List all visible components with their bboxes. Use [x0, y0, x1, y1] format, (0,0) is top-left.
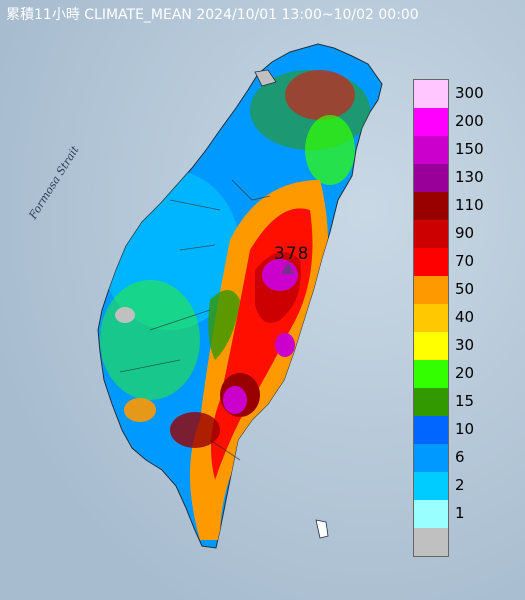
legend-swatch	[414, 136, 448, 164]
legend-swatch	[414, 220, 448, 248]
max-rainfall-label: 378	[274, 244, 310, 264]
legend-swatch	[414, 164, 448, 192]
legend-swatch	[414, 192, 448, 220]
legend-label: 1	[455, 504, 465, 522]
legend-swatch	[414, 416, 448, 444]
legend-label: 30	[455, 336, 475, 354]
legend-swatch	[414, 80, 448, 108]
legend-label: 150	[455, 140, 484, 158]
legend-label: 90	[455, 224, 475, 242]
legend-label: 110	[455, 196, 484, 214]
legend-swatch	[414, 388, 448, 416]
legend-labels: 300 200 150 130 110 90 70 50 40 30 20 15 10 6 2 1	[455, 0, 515, 600]
legend-swatch	[414, 360, 448, 388]
legend-label: 130	[455, 168, 484, 186]
legend-label: 10	[455, 420, 475, 438]
legend	[413, 79, 449, 557]
legend-label: 70	[455, 252, 475, 270]
legend-label: 300	[455, 84, 484, 102]
legend-label: 20	[455, 364, 475, 382]
legend-label: 6	[455, 448, 465, 466]
legend-swatch	[414, 304, 448, 332]
legend-swatch	[414, 444, 448, 472]
legend-swatch	[414, 500, 448, 528]
legend-swatch	[414, 276, 448, 304]
legend-swatch	[414, 472, 448, 500]
legend-swatch	[414, 528, 448, 556]
legend-swatch	[414, 248, 448, 276]
legend-label: 200	[455, 112, 484, 130]
legend-swatch	[414, 108, 448, 136]
max-rainfall-marker-icon	[281, 262, 295, 274]
legend-label: 15	[455, 392, 475, 410]
legend-label: 40	[455, 308, 475, 326]
legend-label: 2	[455, 476, 465, 494]
legend-label: 50	[455, 280, 475, 298]
legend-swatch	[414, 332, 448, 360]
map-title: 累積11小時 CLIMATE_MEAN 2024/10/01 13:00~10/…	[6, 7, 419, 23]
